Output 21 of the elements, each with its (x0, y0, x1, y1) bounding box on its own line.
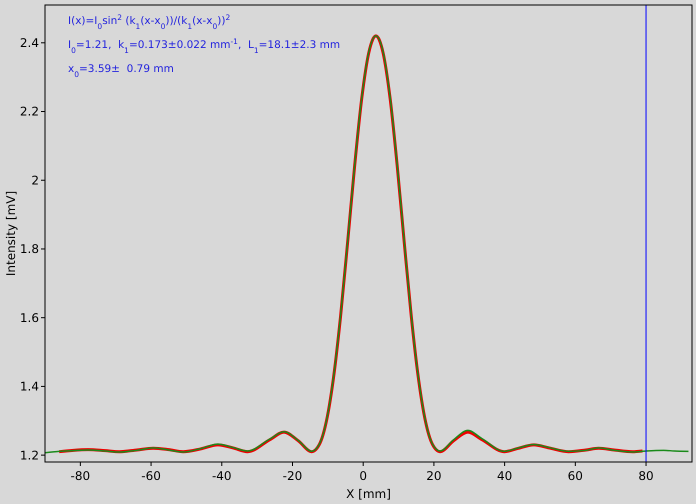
text: I$_{0}$=1.21, k$_{1}$=0.173±0.022 mm$^{-1}$, L$_{1}$=18.1±2.3 mm (68, 36, 340, 54)
y-axis-title: Intensity [mV] (4, 190, 18, 276)
y-tick-label: 1.8 (20, 242, 39, 256)
x-axis-title: X [mm] (346, 487, 391, 501)
y-tick-label: 1.6 (20, 310, 39, 325)
y-tick-label: 2.2 (20, 104, 39, 119)
annotation: x$_{0}$=3.59± 0.79 mm (68, 63, 174, 78)
x-tick-label: 20 (426, 469, 442, 483)
x-tick-label: -40 (212, 469, 232, 483)
text: I(x)=I$_{0}$sin$^{2}$ (k$_{1}$(x-x$_{0}$))/(k$_{1}$(x-x$_{0}$))$^{2}$ (68, 12, 230, 30)
y-tick-label: 2 (31, 173, 39, 188)
y-tick-label: 2.4 (20, 36, 39, 50)
x-tick-label: 40 (496, 469, 512, 483)
x-tick-label: -60 (141, 469, 161, 483)
x-tick-label: 0 (359, 469, 368, 483)
x-tick-label: -80 (70, 469, 90, 483)
y-tick-label: 1.2 (20, 448, 39, 462)
x-tick-label: 60 (568, 469, 583, 483)
y-tick-label: 1.4 (20, 380, 39, 394)
x-tick-label: 80 (638, 469, 654, 483)
x-tick-label: -20 (282, 469, 302, 483)
